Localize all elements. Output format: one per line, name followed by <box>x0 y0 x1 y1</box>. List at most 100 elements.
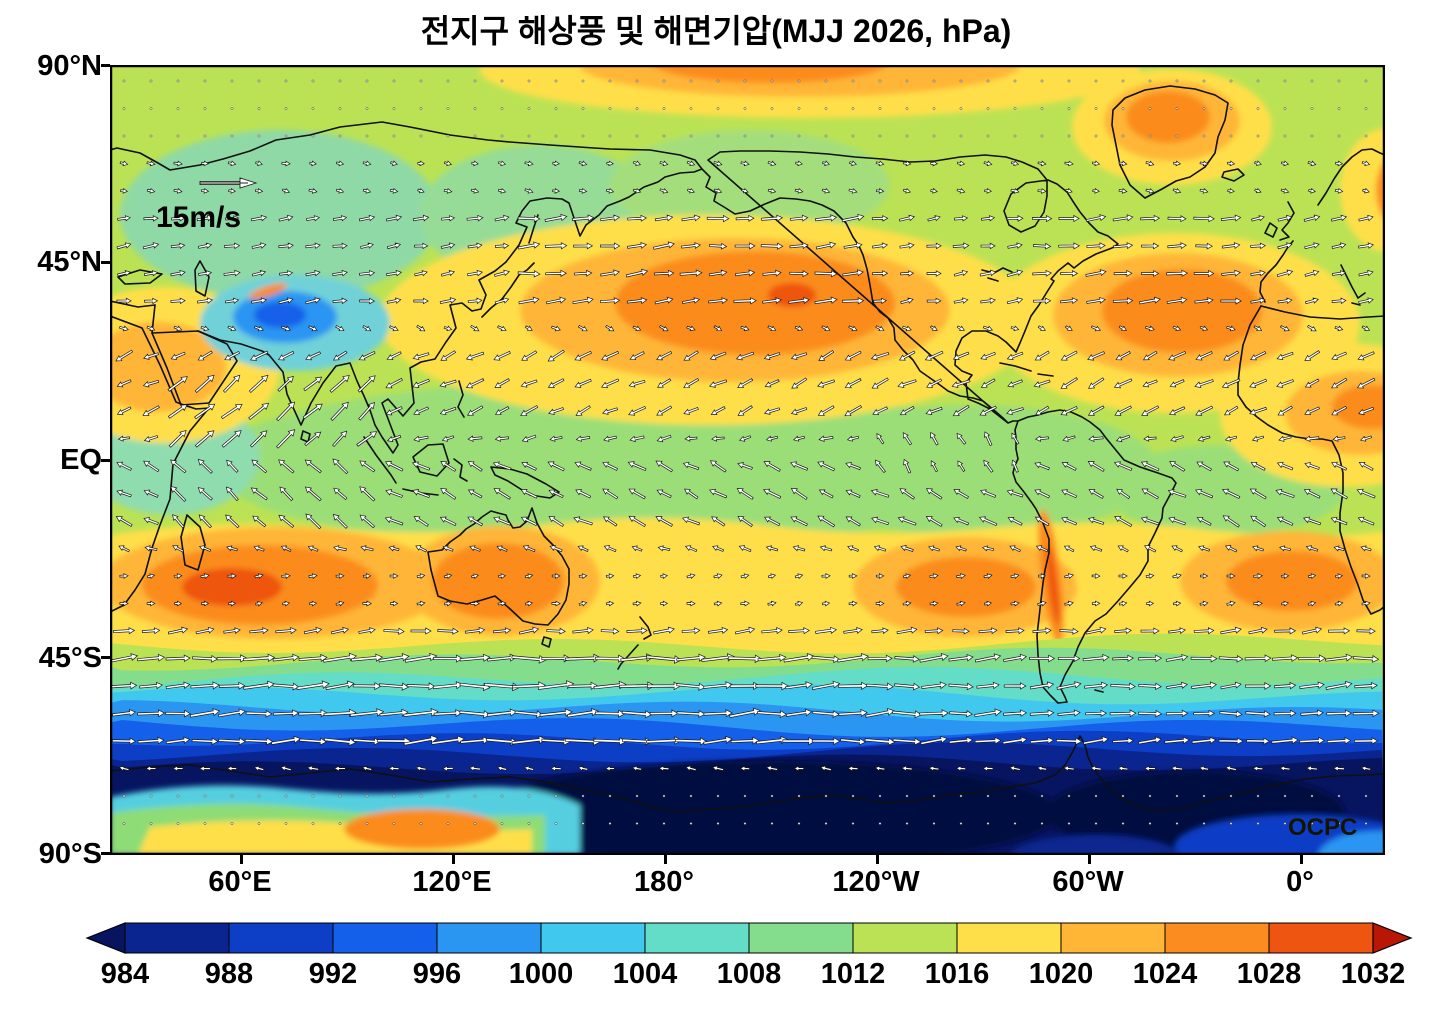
wind-arrow <box>440 461 457 472</box>
wind-arrow <box>1168 351 1187 361</box>
wind-arrow <box>1358 461 1374 471</box>
wind-dot <box>338 107 342 110</box>
wind-dot <box>1337 794 1341 798</box>
wind-arrow <box>1169 461 1186 472</box>
wind-arrow <box>1062 435 1076 442</box>
wind-arrow <box>684 545 698 553</box>
wind-arrow <box>1060 270 1079 277</box>
wind-dot <box>365 134 369 138</box>
wind-arrow <box>196 214 214 222</box>
wind-arrow <box>821 325 831 332</box>
wind-dot <box>527 79 531 83</box>
wind-arrow <box>577 545 589 552</box>
wind-dot <box>122 794 126 798</box>
colorbar-arrow-low <box>85 922 126 954</box>
wind-arrow <box>1145 188 1155 194</box>
wind-arrow <box>790 352 808 361</box>
wind-arrow <box>545 296 567 305</box>
wind-arrow <box>276 401 296 422</box>
antarctic-shade-2 <box>1318 831 1385 855</box>
wind-arrow <box>410 627 432 635</box>
wind-arrow <box>952 404 970 417</box>
wind-arrow <box>497 325 507 332</box>
wind-dot <box>1229 79 1233 83</box>
wind-dot <box>1310 107 1314 110</box>
wind-dot <box>1040 79 1044 83</box>
wind-arrow <box>1304 406 1320 416</box>
world-pressure-wind-map: 15m/s OCPC <box>110 65 1385 855</box>
lon-tick <box>240 855 243 864</box>
wind-dot <box>554 79 558 83</box>
wind-arrow <box>487 653 518 662</box>
wind-arrow <box>656 489 672 499</box>
wind-arrow <box>144 545 158 552</box>
wind-arrow <box>1304 435 1320 443</box>
wind-arrow <box>1253 573 1264 580</box>
wind-arrow <box>225 486 239 502</box>
wind-arrow <box>686 160 696 166</box>
wind-arrow <box>115 516 133 527</box>
wind-arrow <box>547 461 565 472</box>
wind-dot <box>662 822 666 825</box>
wind-arrow <box>494 242 510 250</box>
wind-dot <box>203 134 207 138</box>
wind-arrow <box>200 573 210 580</box>
wind-arrow <box>1303 516 1322 526</box>
wind-arrow <box>814 296 838 305</box>
wind-arrow <box>1303 214 1321 222</box>
wind-arrow <box>361 765 373 772</box>
wind-arrow <box>144 297 159 305</box>
wind-arrow <box>1057 654 1081 663</box>
wind-arrow <box>1058 242 1081 250</box>
wind-dot <box>1148 822 1152 825</box>
wind-dot <box>635 794 639 798</box>
wind-arrow <box>1061 489 1078 499</box>
wind-dot <box>149 79 153 83</box>
colorbar-segment <box>228 922 334 954</box>
wind-arrow <box>120 188 129 194</box>
wind-arrow <box>218 708 246 718</box>
wind-arrow <box>304 459 322 474</box>
lon-label-120e: 120°E <box>412 866 492 898</box>
wind-dot <box>1256 794 1260 798</box>
wind-arrow <box>844 404 863 417</box>
wind-arrow <box>1009 765 1021 772</box>
wind-arrow <box>359 297 376 305</box>
wind-arrow <box>146 160 156 167</box>
wind-arrow <box>468 765 481 772</box>
wind-arrow <box>1006 407 1024 416</box>
wind-arrow <box>1032 627 1052 635</box>
wind-arrow <box>137 709 166 718</box>
cb-tick-1032: 1032 <box>1340 958 1406 990</box>
wind-arrow <box>386 242 402 250</box>
wind-arrow <box>1307 573 1317 580</box>
wind-arrow <box>470 187 480 194</box>
cb-tick-988: 988 <box>204 958 254 990</box>
wind-arrow <box>335 187 345 194</box>
wind-arrow <box>356 431 378 447</box>
wind-arrow <box>275 627 297 635</box>
africa-east-coast <box>110 315 210 613</box>
wind-arrow <box>415 545 428 553</box>
wind-arrow <box>1278 435 1292 442</box>
wind-dot <box>1148 134 1152 138</box>
wind-arrow <box>896 626 918 635</box>
wind-arrow <box>1037 325 1046 331</box>
wind-arrow <box>681 242 702 250</box>
wind-arrow <box>632 600 642 607</box>
wind-arrow <box>467 516 484 527</box>
wind-dot <box>149 107 153 110</box>
wind-arrow <box>1114 515 1133 528</box>
wind-arrow <box>902 187 912 194</box>
wind-arrow <box>984 431 993 447</box>
wind-arrow <box>632 160 642 166</box>
wind-arrow <box>646 736 683 745</box>
lat-label-90n: 90°N <box>37 50 102 82</box>
wind-arrow <box>647 681 682 691</box>
wind-arrow <box>765 435 779 442</box>
wind-arrow <box>929 573 939 580</box>
wind-arrow <box>1196 516 1212 526</box>
wind-dot <box>500 822 504 825</box>
wind-arrow <box>412 378 430 388</box>
wind-arrow <box>1325 653 1354 662</box>
